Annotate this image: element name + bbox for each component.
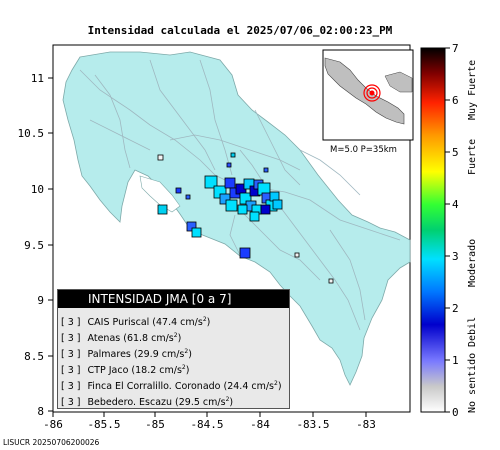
- legend-unit-exponent: 2: [184, 348, 189, 355]
- legend-row: [ 3 ] Palmares (29.9 cm/s2): [58, 344, 289, 360]
- colorbar-scale: [420, 47, 446, 413]
- legend-station: CAIS Puriscal (47.4 cm/s: [87, 317, 203, 329]
- legend-level: [ 3 ]: [61, 349, 81, 361]
- colorbar-ticks: 7 6 5 4 3 2 1 0: [452, 42, 459, 419]
- y-axis: 11 10.5 10 9.5 9 8.5 8: [18, 72, 45, 418]
- x-tick-label: -84: [250, 418, 270, 431]
- legend-header: INTENSIDAD JMA [0 a 7]: [58, 290, 289, 308]
- x-tick-label: -84.5: [190, 418, 223, 431]
- axis-ticks: [48, 77, 367, 417]
- legend-level: [ 3 ]: [61, 381, 81, 393]
- x-tick-label: -85: [145, 418, 165, 431]
- colorbar-tick: 5: [452, 146, 459, 159]
- colorbar-tick: 4: [452, 198, 459, 211]
- colorbar-tick: 2: [452, 302, 459, 315]
- intensity-legend: INTENSIDAD JMA [0 a 7] [ 3 ] CAIS Purisc…: [57, 289, 290, 409]
- legend-close: ): [177, 333, 182, 345]
- x-tick-label: -86: [43, 418, 63, 431]
- y-tick-label: 10.5: [18, 127, 45, 140]
- inset-magnitude-label: M=5.0 P=35km: [330, 145, 397, 155]
- inset-map: [322, 49, 414, 141]
- legend-unit-exponent: 2: [274, 380, 278, 387]
- y-tick-label: 11: [31, 72, 44, 85]
- x-tick-label: -85.5: [87, 418, 120, 431]
- colorbar-category-label: Fuerte: [467, 138, 478, 175]
- legend-row: [ 3 ] Atenas (61.8 cm/s2): [58, 328, 289, 344]
- colorbar-category-label: Moderado: [467, 238, 478, 287]
- legend-station: Atenas (61.8 cm/s: [87, 333, 174, 345]
- y-tick-label: 9: [37, 294, 44, 307]
- colorbar-tick: 7: [452, 42, 459, 55]
- footer-id: LISUCR 20250706200026: [3, 438, 100, 447]
- legend-close: ): [188, 349, 192, 361]
- legend-level: [ 3 ]: [61, 317, 81, 329]
- colorbar-tick: 1: [452, 354, 459, 367]
- legend-station: Finca El Corralillo. Coronado (24.4 cm/s: [87, 381, 275, 393]
- colorbar-tick: 6: [452, 94, 459, 107]
- x-axis: -86 -85.5 -85 -84.5 -84 -83.5 -83: [43, 418, 376, 431]
- colorbar-tick: 0: [452, 406, 459, 419]
- legend-row: [ 3 ] Bebedero. Escazu (29.5 cm/s2): [58, 392, 289, 408]
- epicenter-icon: [363, 84, 381, 102]
- legend-unit-exponent: 2: [181, 364, 186, 371]
- legend-unit-exponent: 2: [202, 316, 207, 323]
- colorbar-category-label: Debil: [467, 316, 478, 347]
- map-title: Intensidad calculada el 2025/07/06_02:00…: [87, 24, 393, 37]
- colorbar-tick: 3: [452, 250, 459, 263]
- legend-row: [ 3 ] Finca El Corralillo. Coronado (24.…: [58, 376, 289, 392]
- legend-close: ): [277, 381, 282, 393]
- colorbar-category-label: No sentido: [467, 352, 478, 413]
- legend-station: Palmares (29.9 cm/s: [87, 349, 185, 361]
- x-tick-label: -83.5: [296, 418, 329, 431]
- station-markers: [157, 152, 334, 284]
- y-tick-label: 10: [31, 183, 44, 196]
- legend-row: [ 3 ] CTP Jaco (18.2 cm/s2): [58, 360, 289, 376]
- legend-level: [ 3 ]: [61, 397, 81, 409]
- road-network: [79, 59, 401, 331]
- legend-close: ): [229, 397, 234, 409]
- legend-level: [ 3 ]: [61, 365, 81, 377]
- land-costa-rica: [62, 51, 411, 386]
- x-tick-label: -83: [356, 418, 376, 431]
- legend-level: [ 3 ]: [61, 333, 81, 345]
- legend-station: CTP Jaco (18.2 cm/s: [87, 365, 182, 377]
- y-tick-label: 8.5: [24, 350, 44, 363]
- legend-close: ): [185, 365, 190, 377]
- colorbar-category-label: Muy Fuerte: [467, 59, 478, 120]
- legend-unit-exponent: 2: [225, 396, 230, 403]
- gulf-of-nicoya: [139, 175, 181, 213]
- legend-close: ): [206, 317, 211, 329]
- y-tick-label: 9.5: [24, 239, 44, 252]
- legend-station: Bebedero. Escazu (29.5 cm/s: [87, 397, 226, 409]
- legend-unit-exponent: 2: [173, 332, 178, 339]
- legend-row: [ 3 ] CAIS Puriscal (47.4 cm/s2): [58, 312, 289, 328]
- y-tick-label: 8: [37, 405, 44, 418]
